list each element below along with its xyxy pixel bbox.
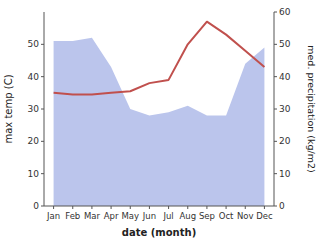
- x-tick-label: Aug: [179, 211, 196, 221]
- y2-tick: [274, 12, 277, 13]
- x-axis-line: [44, 206, 274, 207]
- x-tick: [111, 206, 112, 209]
- x-tick: [149, 206, 150, 209]
- x-axis-label: date (month): [122, 227, 196, 238]
- y2-axis-label: med. precipitation (kg/m2): [306, 45, 317, 172]
- x-tick: [206, 206, 207, 209]
- y2-tick-label: 50: [279, 39, 291, 49]
- y2-tick: [274, 206, 277, 207]
- x-tick: [226, 206, 227, 209]
- y2-tick: [274, 44, 277, 45]
- x-tick-label: Jan: [46, 211, 60, 221]
- y-tick: [41, 76, 44, 77]
- y-axis-label: max temp (C): [3, 74, 14, 143]
- y-tick-label: 10: [28, 169, 40, 179]
- y2-tick: [274, 109, 277, 110]
- x-tick-label: Sep: [199, 211, 215, 221]
- y-tick-label: 20: [28, 136, 40, 146]
- x-tick-label: Oct: [219, 211, 234, 221]
- y2-tick-label: 40: [279, 72, 291, 82]
- x-tick: [91, 206, 92, 209]
- x-tick: [264, 206, 265, 209]
- y2-tick-label: 60: [279, 7, 291, 17]
- y-tick-label: 40: [28, 72, 40, 82]
- y2-tick-label: 30: [279, 104, 291, 114]
- y-tick-label: 30: [28, 104, 40, 114]
- y2-tick-label: 10: [279, 169, 291, 179]
- x-tick: [168, 206, 169, 209]
- y-tick: [41, 109, 44, 110]
- x-tick: [53, 206, 54, 209]
- y-tick: [41, 173, 44, 174]
- x-tick-label: Mar: [84, 211, 101, 221]
- x-tick-label: Apr: [104, 211, 119, 221]
- x-tick-label: Feb: [65, 211, 80, 221]
- y-tick: [41, 141, 44, 142]
- x-tick-label: Jun: [142, 211, 156, 221]
- precipitation-area: [54, 38, 265, 206]
- y2-tick: [274, 76, 277, 77]
- x-tick-label: May: [121, 211, 139, 221]
- y2-tick-label: 0: [279, 201, 285, 211]
- x-tick: [130, 206, 131, 209]
- x-tick-label: Dec: [256, 211, 273, 221]
- y-tick-label: 50: [28, 39, 40, 49]
- chart: Jan Feb MarAprMayJun Jul AugSep OctNovDec date…: [0, 0, 318, 247]
- x-tick: [245, 206, 246, 209]
- y-tick-label: 0: [33, 201, 39, 211]
- x-tick: [72, 206, 73, 209]
- y-tick: [41, 44, 44, 45]
- y-tick: [41, 206, 44, 207]
- y2-tick: [274, 141, 277, 142]
- y2-tick-label: 20: [279, 136, 291, 146]
- plot-area: [54, 22, 265, 206]
- x-tick-label: Jul: [162, 211, 173, 221]
- temperature-line: [54, 22, 265, 95]
- y2-tick: [274, 173, 277, 174]
- x-tick: [187, 206, 188, 209]
- x-tick-label: Nov: [237, 211, 254, 221]
